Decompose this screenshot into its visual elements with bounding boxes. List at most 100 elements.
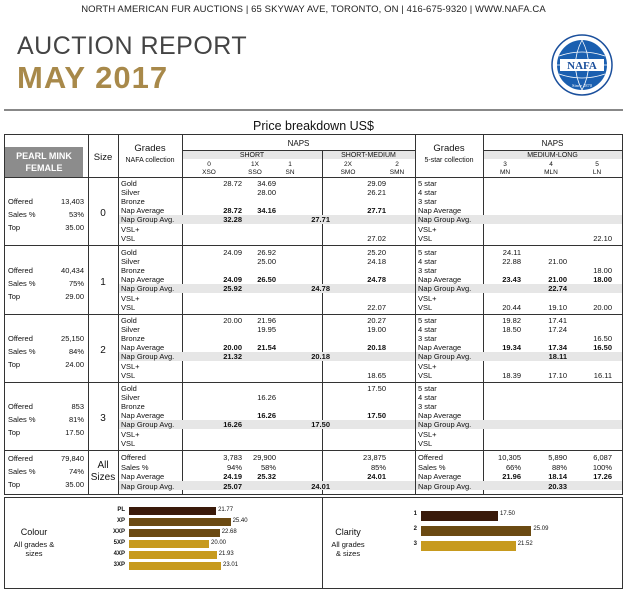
bar-category-label: 1 xyxy=(413,511,417,517)
price-cell: 17.10 xyxy=(548,370,567,380)
price-cell: 28.72 xyxy=(223,206,242,216)
price-cell: 16.50 xyxy=(593,334,612,344)
grade-name: VSL xyxy=(121,302,136,312)
col-code-0: XSO xyxy=(202,169,216,176)
all-sales-value: 74% xyxy=(68,467,84,476)
size-header: Size xyxy=(93,152,113,163)
star-name: VSL+ xyxy=(418,429,437,439)
price-cell: 17.41 xyxy=(548,316,567,325)
grade-name: Silver xyxy=(121,393,140,403)
grade-name: Gold xyxy=(121,384,137,393)
grades2-header: Grades xyxy=(433,143,465,154)
price-cell: 21.54 xyxy=(257,343,276,353)
group-avg-bg xyxy=(119,420,415,430)
price-cell: 20.00 xyxy=(223,316,242,325)
price-cell: 25.92 xyxy=(223,284,242,294)
offered-value: 853 xyxy=(71,402,84,412)
offered-label: Offered xyxy=(8,197,33,207)
all-row-name: Offered xyxy=(121,453,146,462)
bar-value-label: 21.93 xyxy=(218,551,234,557)
price-cell: 19.82 xyxy=(502,316,521,325)
all-top-value: 35.00 xyxy=(65,480,84,489)
size-block-line-1 xyxy=(4,313,623,315)
price-cell: 20.00 xyxy=(223,343,242,353)
bar-value-label: 22.68 xyxy=(221,529,237,535)
star-name: 4 star xyxy=(418,188,437,198)
price-cell: 17.50 xyxy=(311,420,330,430)
size-block-line-3 xyxy=(4,449,623,451)
sales-label: Sales % xyxy=(8,347,36,357)
header-divider xyxy=(4,109,623,111)
all-cell: 25.07 xyxy=(223,481,242,491)
group-avg-bg xyxy=(119,352,415,362)
price-cell: 25.00 xyxy=(257,257,276,267)
all-row-name: Nap Average xyxy=(121,472,165,481)
bar-category-label: 3 xyxy=(413,541,417,547)
medlong-band-bg xyxy=(483,151,622,159)
col-code-r1: MLN xyxy=(544,169,558,176)
price-cell: 21.32 xyxy=(223,352,242,362)
all-cell: 20.33 xyxy=(548,481,567,491)
price-cell: 20.00 xyxy=(593,302,612,312)
bar-value-label: 25.40 xyxy=(232,518,248,524)
grade-name: Nap Average xyxy=(121,411,165,421)
all-row-name: Sales % xyxy=(121,462,149,472)
sales-value: 53% xyxy=(68,210,84,220)
price-cell: 22.10 xyxy=(593,233,612,243)
price-cell: 26.50 xyxy=(257,275,276,285)
sales-value: 81% xyxy=(68,415,84,425)
all-cell: 21.96 xyxy=(502,472,521,481)
bar-mark xyxy=(421,511,498,521)
price-cell: 24.11 xyxy=(502,248,521,257)
grade-name: VSL+ xyxy=(121,224,140,234)
col-num-r2: 5 xyxy=(595,161,599,168)
logo-since: Since 1870 xyxy=(572,83,593,88)
sales-label: Sales % xyxy=(8,415,36,425)
all-size-1: All xyxy=(97,460,109,471)
star-name: Nap Group Avg. xyxy=(418,215,472,225)
price-cell: 20.18 xyxy=(367,343,386,353)
grade-name: Gold xyxy=(121,179,137,188)
price-cell: 20.18 xyxy=(311,352,330,362)
bar-category-label: 4XP xyxy=(113,551,125,557)
group-avg-bg xyxy=(119,284,415,294)
offered-label: Offered xyxy=(8,402,33,412)
price-cell: 27.02 xyxy=(367,233,386,243)
offered-value: 25,150 xyxy=(61,334,84,344)
grade-name: Silver xyxy=(121,257,140,267)
price-cell: 17.34 xyxy=(548,343,567,353)
mink-label-1: PEARL MINK xyxy=(16,151,72,161)
all-row-name: Nap Group Avg. xyxy=(121,481,175,491)
all-row-name-r: Nap Group Avg. xyxy=(418,481,472,491)
bar-category-label: 2 xyxy=(413,526,417,532)
price-cell: 20.27 xyxy=(367,316,386,325)
bar-value-label: 21.52 xyxy=(517,541,533,547)
price-cell: 18.65 xyxy=(367,370,386,380)
price-cell: 22.74 xyxy=(548,284,567,294)
grade-name: VSL+ xyxy=(121,361,140,371)
all-cell: 85% xyxy=(370,462,386,472)
top-label: Top xyxy=(8,428,21,438)
price-cell: 29.09 xyxy=(367,179,386,188)
price-cell: 16.26 xyxy=(257,393,276,403)
grade-name: VSL xyxy=(121,370,136,380)
star-name: 5 star xyxy=(418,248,437,257)
all-cell: 100% xyxy=(592,462,612,472)
all-top-label: Top xyxy=(8,480,21,489)
star-name: VSL+ xyxy=(418,361,437,371)
price-cell: 19.10 xyxy=(548,302,567,312)
price-cell: 24.09 xyxy=(223,275,242,285)
size-block-line-2 xyxy=(4,381,623,383)
price-cell: 21.00 xyxy=(548,257,567,267)
col-num-1: 1X xyxy=(251,161,259,168)
all-cell: 24.01 xyxy=(367,472,386,481)
naps-header: NAPS xyxy=(287,139,310,148)
all-cell: 94% xyxy=(226,462,242,472)
grade-name: VSL+ xyxy=(121,293,140,303)
colour-chart-sub1: All grades & xyxy=(13,540,55,549)
star-name: 3 star xyxy=(418,197,437,207)
star-name: 3 star xyxy=(418,266,437,276)
all-cell: 25.32 xyxy=(257,472,276,481)
col-num-3: 2X xyxy=(344,161,352,168)
top-label: Top xyxy=(8,292,21,302)
